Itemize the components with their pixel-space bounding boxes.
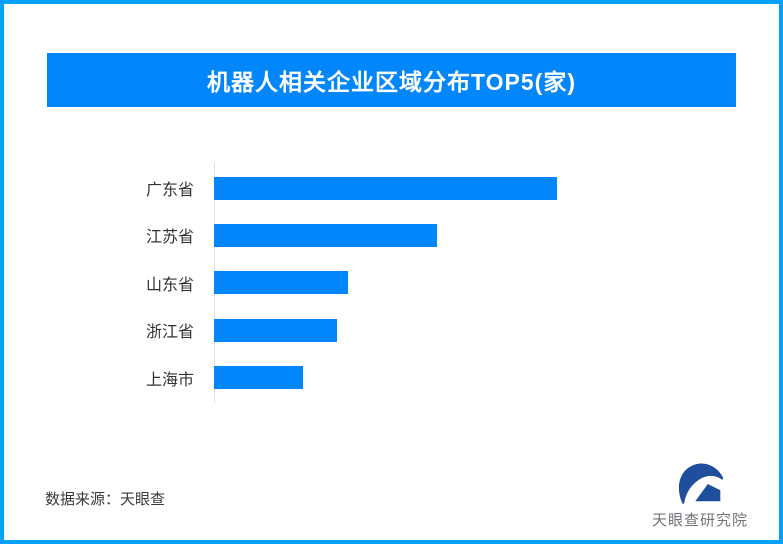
category-label: 广东省 (145, 182, 194, 199)
category-label: 江苏省 (145, 229, 194, 247)
bar-chart: 广东省江苏省山东省浙江省上海市 (4, 165, 779, 405)
bar (214, 271, 348, 295)
bar-row: 上海市 (4, 355, 303, 401)
bar-row: 江苏省 (4, 212, 437, 258)
bar-row: 广东省 (4, 165, 557, 211)
chart-title: 机器人相关企业区域分布TOP5(家) (207, 69, 576, 95)
category-label: 浙江省 (145, 324, 194, 342)
tianyancha-eye-icon (678, 463, 724, 504)
bar (214, 366, 303, 390)
bar (214, 223, 437, 247)
bar (214, 176, 557, 200)
logo-text: 天眼查研究院 (651, 512, 748, 529)
bar-row: 山东省 (4, 260, 348, 306)
bar-row: 浙江省 (4, 307, 337, 353)
tianyancha-research-logo: 天眼查研究院 (640, 461, 760, 530)
bar (214, 318, 337, 342)
data-source-text: 数据来源：天眼查 (45, 491, 166, 508)
chart-title-bar: 机器人相关企业区域分布TOP5(家) (47, 53, 736, 107)
category-label: 上海市 (145, 371, 194, 389)
category-label: 山东省 (145, 276, 194, 294)
